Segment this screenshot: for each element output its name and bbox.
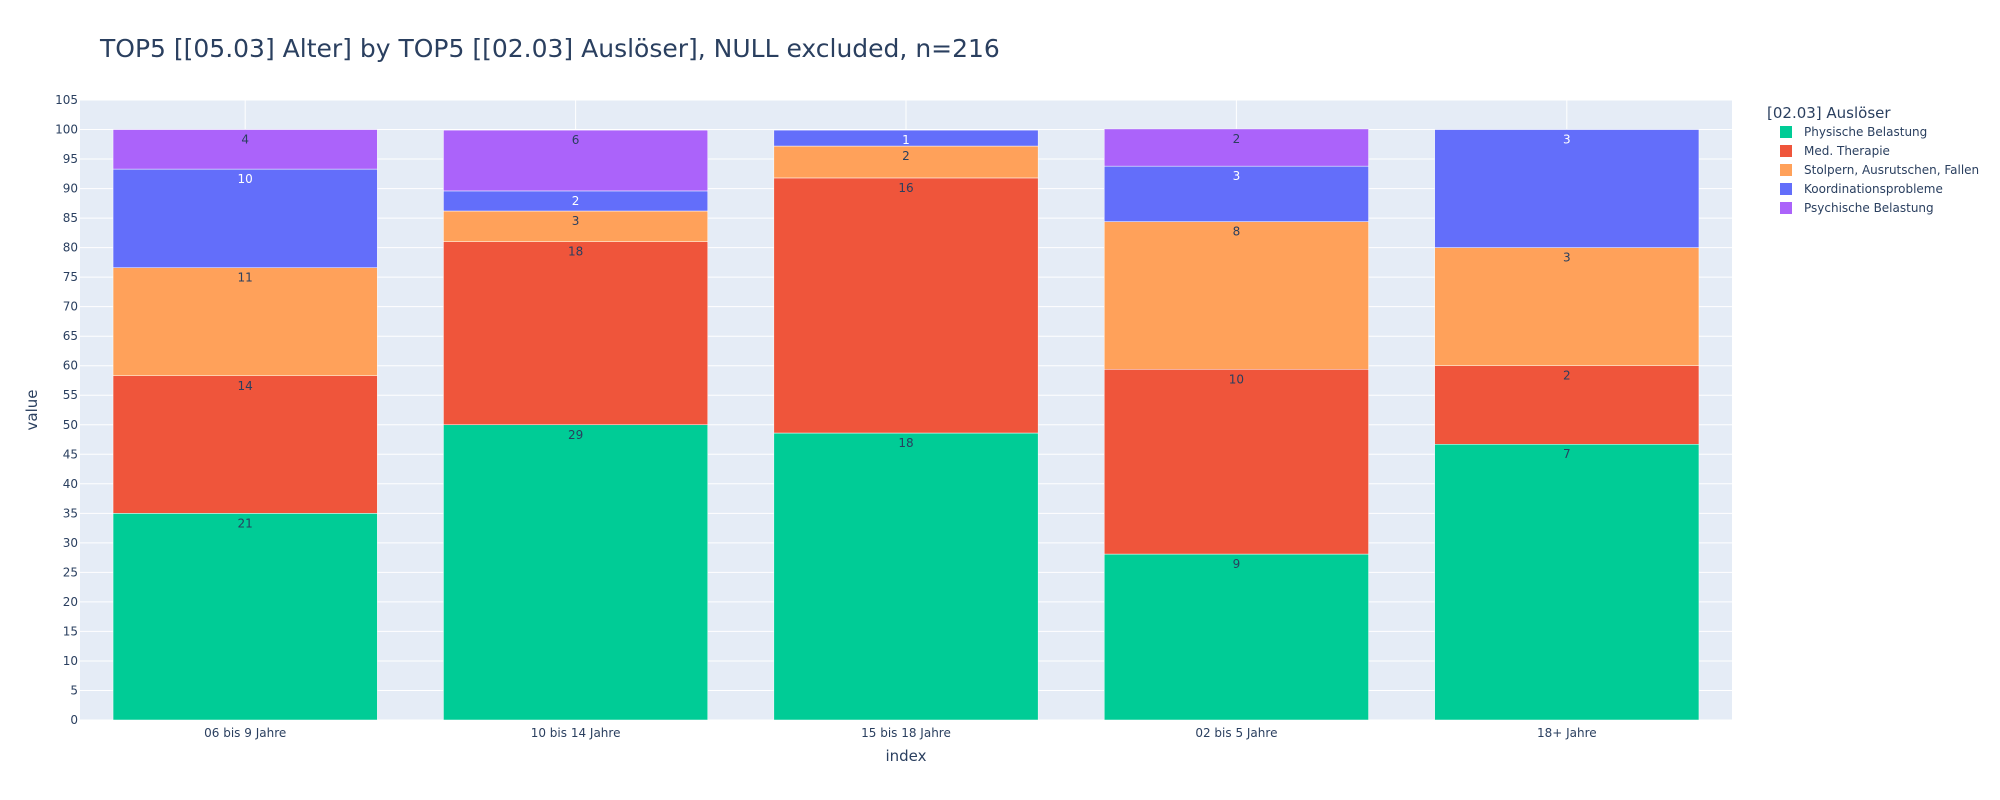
bar-segment [443,241,709,426]
y-tick-label: 75 [63,270,78,284]
legend-label[interactable]: Koordinationsprobleme [1804,182,1943,196]
legend-swatch[interactable] [1780,202,1792,214]
bar-segment [443,424,709,721]
data-label: 8 [1233,225,1241,239]
y-tick-label: 55 [63,388,78,402]
data-label: 3 [1563,251,1571,265]
y-tick-label: 85 [63,211,78,225]
data-label: 21 [238,516,253,530]
bar-segment [1103,553,1369,721]
data-label: 7 [1563,447,1571,461]
bar-segment [112,168,378,268]
y-axis-title: value [23,390,41,431]
y-tick-label: 100 [55,123,78,137]
y-tick-label: 90 [63,182,78,196]
bar-segment [773,177,1039,434]
y-tick-label: 60 [63,359,78,373]
bar-segment [773,432,1039,721]
chart-title: TOP5 [[05.03] Alter] by TOP5 [[02.03] Au… [99,34,1000,63]
data-label: 29 [568,428,583,442]
legend-label[interactable]: Med. Therapie [1804,144,1890,158]
x-tick-label: 06 bis 9 Jahre [204,726,286,740]
data-label: 3 [1563,133,1571,147]
y-tick-label: 45 [63,447,78,461]
y-tick-label: 25 [63,565,78,579]
data-label: 10 [238,172,253,186]
y-tick-label: 15 [63,624,78,638]
data-label: 18 [568,245,583,259]
bar-segment [1103,128,1369,167]
bar-segment [1103,165,1369,222]
y-tick-label: 65 [63,329,78,343]
data-label: 11 [238,271,253,285]
bars [112,128,1700,721]
data-label: 10 [1229,372,1244,386]
bar-segment [773,129,1039,147]
data-label: 18 [898,436,913,450]
bar-segment [112,129,378,170]
data-label: 9 [1233,557,1241,571]
bar-segment [1103,369,1369,555]
bar-segment [1103,221,1369,370]
data-label: 2 [572,194,580,208]
y-tick-label: 70 [63,300,78,314]
bar-segment [1434,443,1700,721]
data-label: 2 [1233,132,1241,146]
legend-items: Physische Belastung Med. Therapie Stolpern… [1780,125,1979,215]
x-tick-label: 10 bis 14 Jahre [531,726,621,740]
bar-segment [112,513,378,721]
legend-swatch[interactable] [1780,145,1792,157]
y-tick-label: 105 [55,93,78,107]
y-tick-label: 80 [63,241,78,255]
data-label: 2 [902,149,910,163]
legend: [02.03] Auslöser Physische Belastung Med.… [1767,104,1979,215]
legend-label[interactable]: Psychische Belastung [1804,201,1934,215]
legend-label[interactable]: Stolpern, Ausrutschen, Fallen [1804,163,1979,177]
x-axis-title: index [885,747,926,765]
x-tick-label: 18+ Jahre [1537,726,1597,740]
data-label: 6 [572,133,580,147]
x-axis-ticks: 06 bis 9 Jahre 10 bis 14 Jahre 15 bis 18 J… [204,726,1597,740]
data-label: 14 [238,379,253,393]
data-label: 4 [241,133,249,147]
data-label: 2 [1563,369,1571,383]
bar-segment [112,267,378,377]
bar-segment [1434,129,1700,248]
legend-title: [02.03] Auslöser [1767,104,1891,122]
legend-swatch[interactable] [1780,126,1792,138]
data-label: 3 [1233,169,1241,183]
y-tick-label: 40 [63,477,78,491]
x-tick-label: 15 bis 18 Jahre [861,726,951,740]
data-label: 16 [898,181,913,195]
y-tick-label: 30 [63,536,78,550]
bar-segment [443,129,709,192]
legend-label[interactable]: Physische Belastung [1804,125,1927,139]
y-tick-label: 5 [70,683,78,697]
y-tick-label: 20 [63,595,78,609]
legend-swatch[interactable] [1780,183,1792,195]
y-tick-label: 35 [63,506,78,520]
x-tick-label: 02 bis 5 Jahre [1195,726,1277,740]
bar-segment [1434,247,1700,366]
y-tick-label: 10 [63,654,78,668]
y-tick-label: 50 [63,418,78,432]
data-label: 3 [572,214,580,228]
bar-segment [773,145,1039,179]
y-tick-label: 0 [70,713,78,727]
bar-segment [112,375,378,514]
y-tick-label: 95 [63,152,78,166]
y-axis-ticks: 0 5 10 15 20 25 30 35 40 45 50 55 60 65 70 75 80 85 90 95 10… [55,93,78,727]
data-label: 1 [902,133,910,147]
legend-swatch[interactable] [1780,164,1792,176]
